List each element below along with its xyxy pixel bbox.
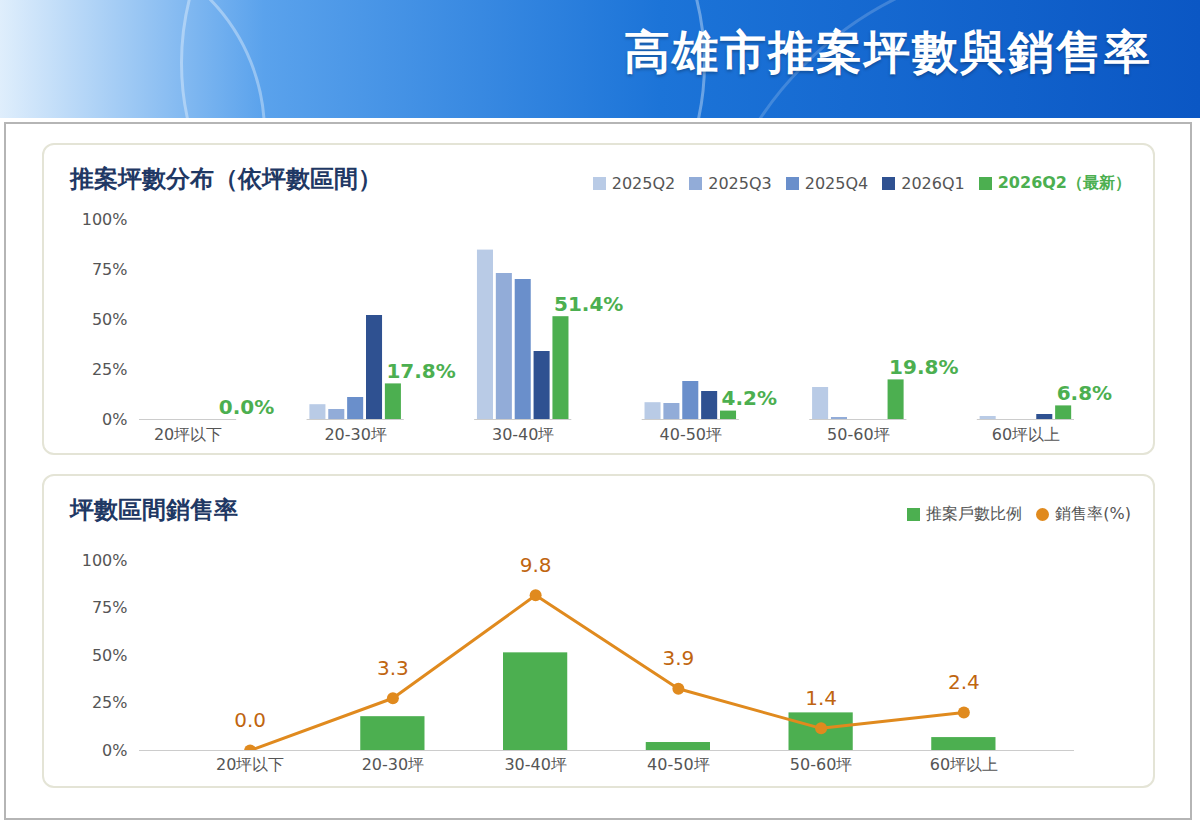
svg-text:20坪以下: 20坪以下 <box>154 425 222 444</box>
svg-text:60坪以上: 60坪以上 <box>992 425 1060 444</box>
svg-text:2.4: 2.4 <box>948 670 980 694</box>
svg-text:3.3: 3.3 <box>377 656 409 680</box>
html-text:推案戶數比例: 推案戶數比例 <box>926 504 1023 523</box>
svg-text:3.9: 3.9 <box>662 646 694 670</box>
svg-text:50-60坪: 50-60坪 <box>790 755 853 774</box>
svg-text:9.8: 9.8 <box>520 553 552 577</box>
html-text:2026Q2（最新）: 2026Q2（最新） <box>997 173 1131 192</box>
html-text:2026Q1: 2026Q1 <box>901 174 965 193</box>
html-text:高雄市推案坪數與銷售率: 高雄市推案坪數與銷售率 <box>624 25 1152 79</box>
svg-text:19.8%: 19.8% <box>889 355 958 379</box>
svg-text:50-60坪: 50-60坪 <box>827 425 890 444</box>
svg-text:25%: 25% <box>92 693 128 712</box>
svg-text:100%: 100% <box>82 210 128 229</box>
html-text:坪數區間銷售率: 坪數區間銷售率 <box>70 496 238 524</box>
svg-text:20-30坪: 20-30坪 <box>362 755 425 774</box>
svg-text:50%: 50% <box>92 310 128 329</box>
svg-text:25%: 25% <box>92 360 128 379</box>
svg-text:40-50坪: 40-50坪 <box>647 755 710 774</box>
svg-text:0%: 0% <box>102 410 127 429</box>
svg-text:20坪以下: 20坪以下 <box>216 755 284 774</box>
svg-text:60坪以上: 60坪以上 <box>930 755 998 774</box>
svg-text:30-40坪: 30-40坪 <box>504 755 567 774</box>
svg-text:50%: 50% <box>92 646 128 665</box>
svg-text:4.2%: 4.2% <box>722 386 777 410</box>
html-text:2025Q2: 2025Q2 <box>611 174 676 193</box>
svg-text:17.8%: 17.8% <box>386 359 455 383</box>
svg-text:0.0: 0.0 <box>234 708 266 732</box>
svg-text:6.8%: 6.8% <box>1057 381 1112 405</box>
svg-text:30-40坪: 30-40坪 <box>492 425 555 444</box>
svg-text:40-50坪: 40-50坪 <box>660 425 723 444</box>
svg-text:0.0%: 0.0% <box>219 395 274 419</box>
html-text:推案坪數分布（依坪數區間）: 推案坪數分布（依坪數區間） <box>70 165 382 193</box>
svg-text:75%: 75% <box>92 598 128 617</box>
svg-text:0%: 0% <box>102 741 127 760</box>
svg-text:20-30坪: 20-30坪 <box>324 425 387 444</box>
html-text:2025Q4: 2025Q4 <box>804 174 869 193</box>
svg-text:75%: 75% <box>92 260 128 279</box>
svg-text:1.4: 1.4 <box>805 686 837 710</box>
html-text:2025Q3: 2025Q3 <box>708 174 772 193</box>
html-text:銷售率(%): 銷售率(%) <box>1055 504 1131 523</box>
svg-text:100%: 100% <box>82 551 128 570</box>
svg-text:51.4%: 51.4% <box>554 292 623 316</box>
